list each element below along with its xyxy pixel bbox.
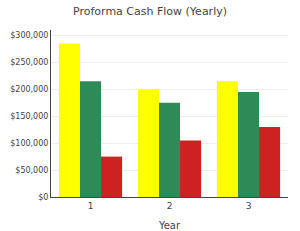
svg-text:1: 1: [88, 201, 94, 211]
svg-text:$0: $0: [38, 193, 48, 202]
svg-text:Year: Year: [158, 220, 181, 231]
svg-text:Proforma Cash Flow (Yearly): Proforma Cash Flow (Yearly): [73, 5, 227, 18]
svg-text:$250,000: $250,000: [10, 58, 48, 67]
svg-text:$200,000: $200,000: [10, 85, 48, 94]
svg-text:$100,000: $100,000: [10, 139, 48, 148]
svg-text:$50,000: $50,000: [15, 166, 48, 175]
svg-text:$300,000: $300,000: [10, 31, 48, 40]
svg-text:3: 3: [246, 201, 252, 211]
svg-text:2: 2: [167, 201, 173, 211]
svg-text:$150,000: $150,000: [10, 112, 48, 121]
